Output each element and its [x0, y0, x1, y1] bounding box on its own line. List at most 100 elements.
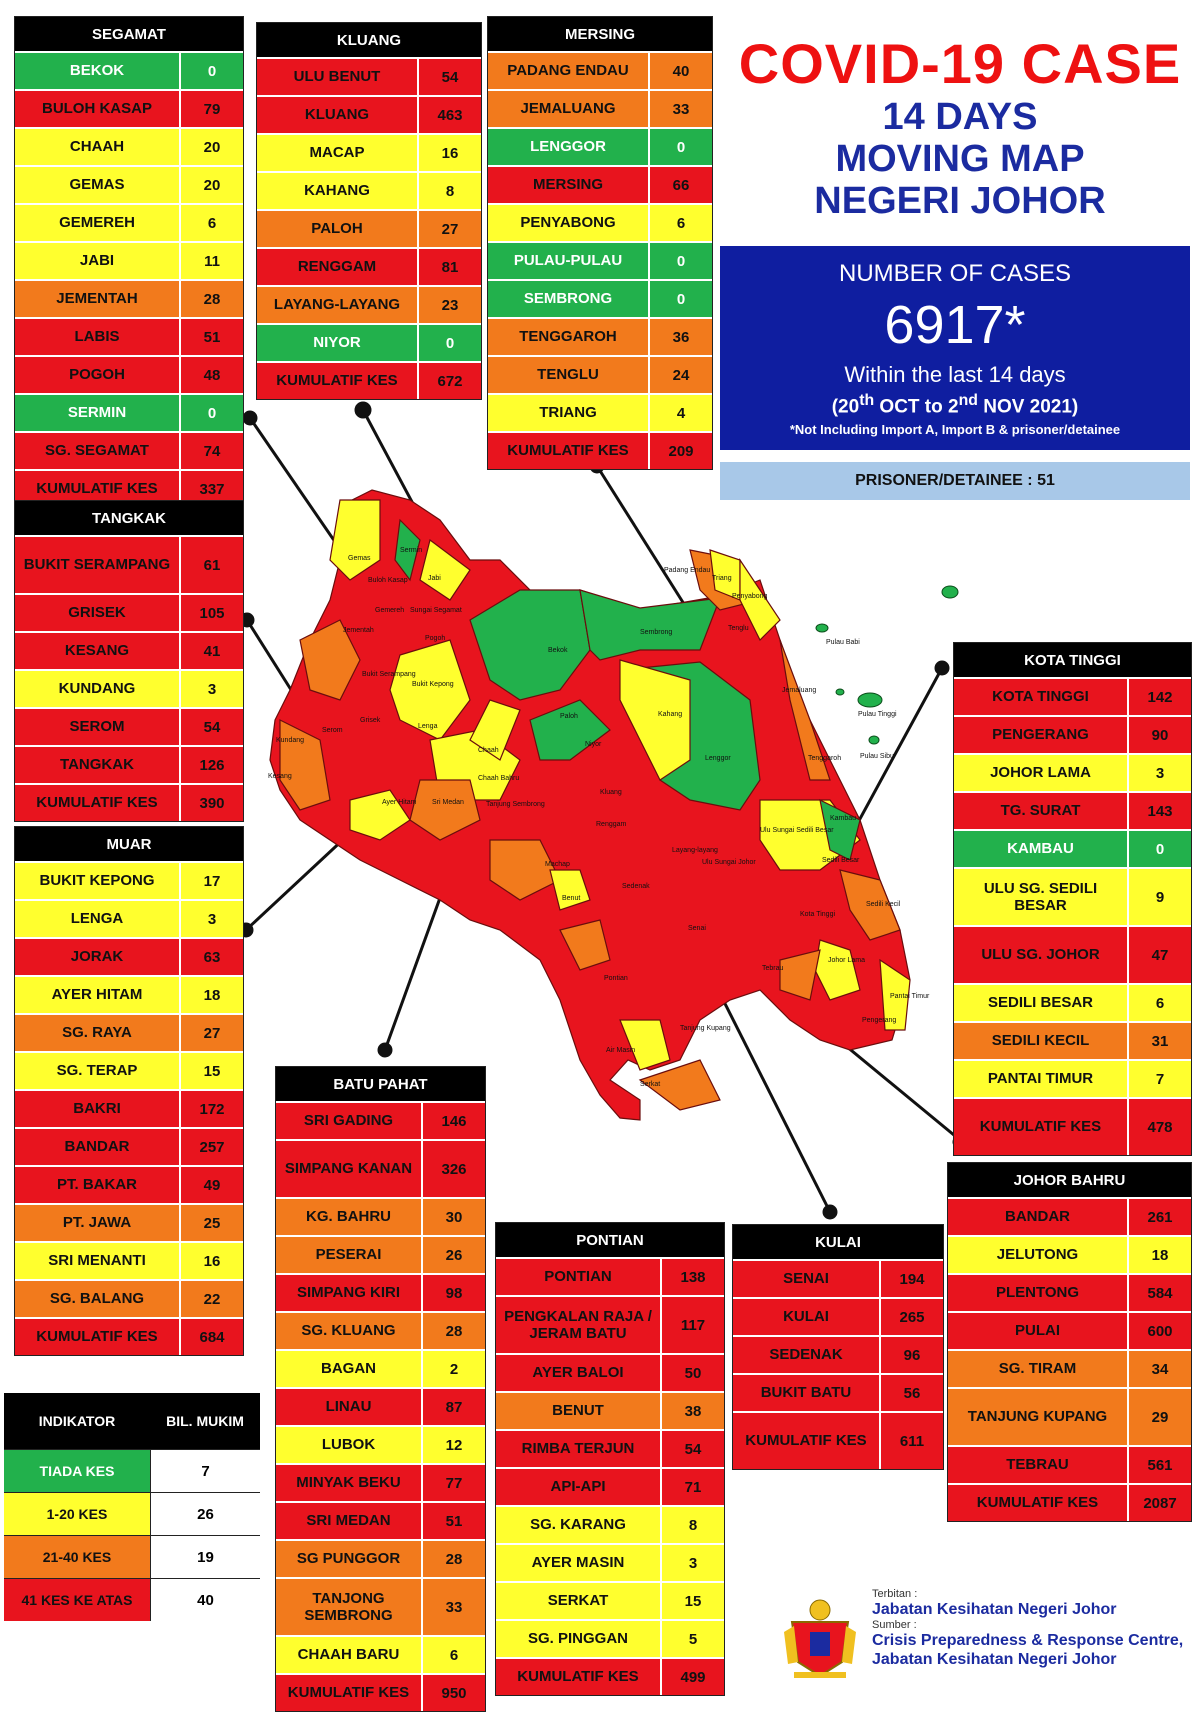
map-label: Penyabong	[732, 593, 768, 600]
johor-crest-icon	[784, 1599, 856, 1678]
mukim-name: BEKOK	[15, 53, 181, 89]
table-row: NIYOR 0	[257, 323, 481, 361]
cases-note: *Not Including Import A, Import B & pris…	[789, 422, 1121, 438]
case-count: 49	[203, 1176, 221, 1194]
map-label: Pulau Babi	[826, 639, 860, 646]
mukim-name: LENGA	[15, 901, 181, 937]
legend-count: 19	[150, 1536, 260, 1578]
case-count: 96	[903, 1346, 921, 1364]
table-row: PT. BAKAR 49	[15, 1165, 243, 1203]
mukim-name: BANDAR	[15, 1129, 181, 1165]
case-count: 117	[680, 1316, 706, 1334]
mukim-name: SIMPANG KIRI	[276, 1275, 423, 1311]
map-label: Senai	[688, 925, 706, 932]
case-count: 38	[684, 1402, 702, 1420]
case-count: 126	[199, 756, 225, 774]
mukim-name: ULU SG. SEDILI BESAR	[954, 869, 1129, 925]
table-row: POGOH 48	[15, 355, 243, 393]
mukim-name: JORAK	[15, 939, 181, 975]
mukim-name: TANGKAK	[15, 747, 181, 783]
case-count: 61	[203, 556, 221, 574]
mukim-name: RIMBA TERJUN	[496, 1431, 662, 1467]
district-panel-kotatinggi: KOTA TINGGI KOTA TINGGI 142 PENGERANG 90 JOHO…	[953, 642, 1192, 1156]
map-label: Gemas	[348, 555, 371, 562]
table-row: TRIANG 4	[488, 393, 712, 431]
table-row: KESANG 41	[15, 631, 243, 669]
case-count: 66	[672, 176, 690, 194]
legend-row: 1-20 KES 26	[4, 1492, 260, 1535]
map-label: Kambau	[830, 815, 856, 822]
case-count: 23	[441, 296, 459, 314]
map-label: Buloh Kasap	[368, 577, 408, 584]
table-row: TANJONG SEMBRONG 33	[276, 1577, 485, 1635]
sumber-label: Sumber :	[872, 1619, 917, 1631]
table-row: KUMULATIF KES 209	[488, 431, 712, 469]
map-label: Sungai Segamat	[410, 607, 462, 614]
table-row: KULAI 265	[733, 1297, 943, 1335]
table-row: SG. SEGAMAT 74	[15, 431, 243, 469]
mukim-name: JABI	[15, 243, 181, 279]
mukim-name: LUBOK	[276, 1427, 423, 1463]
legend-count: 26	[150, 1493, 260, 1535]
mukim-name: MINYAK BEKU	[276, 1465, 423, 1501]
legend-rows: TIADA KES 7 1-20 KES 26 21-40 KES 19 41 KES KE…	[4, 1449, 260, 1621]
map-label: Bukit Serampang	[362, 671, 416, 678]
case-count: 0	[1155, 840, 1165, 858]
case-count: 16	[203, 1252, 221, 1270]
mukim-name: KLUANG	[257, 97, 419, 133]
mukim-name: SEMBRONG	[488, 281, 650, 317]
case-count: 50	[684, 1364, 702, 1382]
table-row: BENUT 38	[496, 1391, 724, 1429]
case-count: 31	[1151, 1032, 1169, 1050]
mukim-name: KUMULATIF KES	[15, 1319, 181, 1355]
cases-label: NUMBER OF CASES	[838, 260, 1072, 287]
case-count: 194	[899, 1270, 925, 1288]
table-row: TANJUNG KUPANG 29	[948, 1387, 1191, 1445]
map-label: Gemereh	[375, 607, 404, 614]
case-count: 51	[203, 328, 221, 346]
mukim-name: PESERAI	[276, 1237, 423, 1273]
mukim-name: API-API	[496, 1469, 662, 1505]
case-count: 337	[199, 480, 225, 498]
mukim-name: JEMALUANG	[488, 91, 650, 127]
table-row: SERKAT 15	[496, 1581, 724, 1619]
mukim-name: KUMULATIF KES	[488, 433, 650, 469]
district-title: KOTA TINGGI	[954, 643, 1191, 677]
mukim-name: AYER BALOI	[496, 1355, 662, 1391]
map-label: Serkat	[640, 1081, 660, 1088]
case-count: 611	[899, 1432, 925, 1450]
table-row: BANDAR 261	[948, 1197, 1191, 1235]
legend-count: 7	[150, 1450, 260, 1492]
mukim-name: AYER HITAM	[15, 977, 181, 1013]
mukim-name: SRI MEDAN	[276, 1503, 423, 1539]
case-count: 27	[441, 220, 459, 238]
table-row: BULOH KASAP 79	[15, 89, 243, 127]
footer: Terbitan : Jabatan Kesihatan Negeri Joho…	[780, 1588, 1200, 1688]
case-count: 561	[1147, 1456, 1173, 1474]
map-label: Chaah Bahru	[478, 775, 519, 782]
map-label: Jabi	[428, 575, 441, 582]
legend-table: INDIKATOR BIL. MUKIM TIADA KES 7 1-20 KES 2…	[4, 1393, 260, 1621]
table-row: PULAU-PULAU 0	[488, 241, 712, 279]
case-count: 8	[688, 1516, 698, 1534]
case-count: 54	[441, 68, 459, 86]
title-line-1: 14 DAYS	[882, 96, 1038, 138]
case-count: 3	[207, 910, 217, 928]
terbitan-label: Terbitan :	[872, 1588, 918, 1600]
case-count: 3	[688, 1554, 698, 1572]
mukim-name: SRI MENANTI	[15, 1243, 181, 1279]
mukim-name: SEDILI KECIL	[954, 1023, 1129, 1059]
cases-date-range: (20th OCT to 2nd NOV 2021)	[720, 392, 1190, 418]
footer-text: Terbitan : Jabatan Kesihatan Negeri Joho…	[872, 1588, 1183, 1669]
district-title: KLUANG	[257, 23, 481, 57]
table-row: BEKOK 0	[15, 51, 243, 89]
mukim-name: AYER MASIN	[496, 1545, 662, 1581]
case-count: 17	[203, 872, 221, 890]
legend-row: 21-40 KES 19	[4, 1535, 260, 1578]
table-row: SIMPANG KIRI 98	[276, 1273, 485, 1311]
case-count: 209	[668, 442, 694, 460]
map-label: Lenga	[418, 723, 438, 730]
case-count: 51	[445, 1512, 463, 1530]
case-count: 28	[203, 290, 221, 308]
case-count: 54	[203, 718, 221, 736]
